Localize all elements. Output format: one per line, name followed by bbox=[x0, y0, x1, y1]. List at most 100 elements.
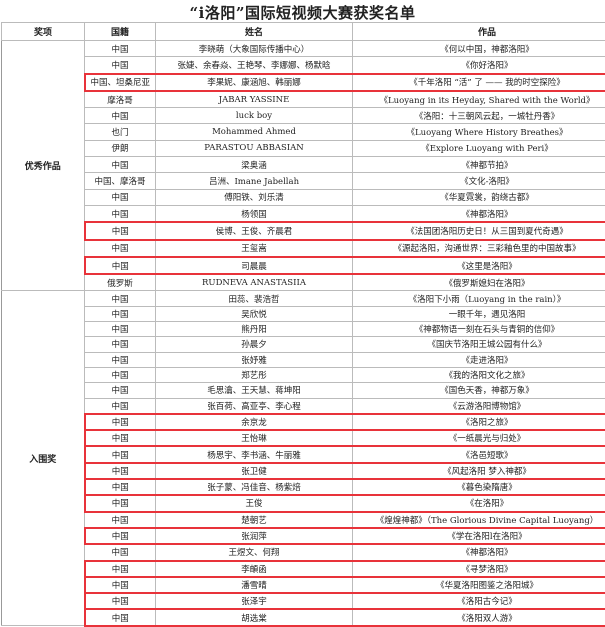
table-header: 奖项 国籍 姓名 作品 bbox=[2, 23, 605, 41]
work-cell: 《Luoyang in its Heyday, Shared with the … bbox=[353, 91, 605, 108]
header-work: 作品 bbox=[353, 23, 605, 41]
table-row: 中国、坦桑尼亚李果妮、康涵旭、韩丽娜《千年洛阳 “活” 了 —— 我的时空探险》 bbox=[2, 74, 605, 91]
nationality-cell: 中国 bbox=[85, 240, 156, 257]
work-cell: 《国庆节洛阳王城公园有什么》 bbox=[353, 337, 605, 352]
nationality-cell: 中国、摩洛哥 bbox=[85, 173, 156, 189]
nationality-cell: 中国 bbox=[85, 41, 156, 57]
nationality-cell: 中国 bbox=[85, 306, 156, 321]
table-row: 中国傅阳铁、刘乐清《华夏霓裳，韵绕古都》 bbox=[2, 189, 605, 205]
work-cell: 《华夏洛阳图鉴之洛阳城》 bbox=[353, 577, 605, 593]
nationality-cell: 中国、坦桑尼亚 bbox=[85, 74, 156, 91]
work-cell: 《一纸晨光与归处》 bbox=[353, 430, 605, 446]
work-cell: 《洛阳下小雨（Luoyang in the rain）》 bbox=[353, 291, 605, 306]
work-cell: 一眼千年，遇见洛阳 bbox=[353, 306, 605, 321]
nationality-cell: 中国 bbox=[85, 291, 156, 306]
table-row: 中国、摩洛哥吕洲、Imane Jabellah《文化-洛阳》 bbox=[2, 173, 605, 189]
table-row: 中国杨思宇、李书涵、牛丽雅《洛邑短歌》 bbox=[2, 446, 605, 462]
work-cell: 《千年洛阳 “活” 了 —— 我的时空探险》 bbox=[353, 74, 605, 91]
name-cell: 王俊 bbox=[156, 495, 353, 511]
table-row: 中国吴欣悦一眼千年，遇见洛阳 bbox=[2, 306, 605, 321]
table-row: 优秀作品中国李晓萌（大象国际传播中心）《何以中国，神都洛阳》 bbox=[2, 41, 605, 57]
work-cell: 《这里是洛阳》 bbox=[353, 257, 605, 274]
table-row: 中国楚朝艺《煌煌神都》（The Glorious Divine Capital … bbox=[2, 512, 605, 528]
table-row: 中国毛思瀹、王天慧、蒋坤阳《国色天香，神都万象》 bbox=[2, 383, 605, 398]
work-cell: 《神都节拍》 bbox=[353, 157, 605, 173]
name-cell: 司晨晨 bbox=[156, 257, 353, 274]
header-name: 姓名 bbox=[156, 23, 353, 41]
table-row: 中国郑艺彤《我的洛阳文化之旅》 bbox=[2, 367, 605, 382]
header-nationality: 国籍 bbox=[85, 23, 156, 41]
name-cell: 孙晨夕 bbox=[156, 337, 353, 352]
work-cell: 《寻梦洛阳》 bbox=[353, 561, 605, 577]
award-category: 优秀作品 bbox=[2, 41, 85, 291]
name-cell: 杨领国 bbox=[156, 205, 353, 222]
table-row: 中国张泽宇《洛阳古今记》 bbox=[2, 593, 605, 609]
name-cell: 张子蒙、冯佳音、杨紫焙 bbox=[156, 479, 353, 495]
name-cell: 毛思瀹、王天慧、蒋坤阳 bbox=[156, 383, 353, 398]
table-row: 中国孙晨夕《国庆节洛阳王城公园有什么》 bbox=[2, 337, 605, 352]
work-cell: 《你好洛阳》 bbox=[353, 57, 605, 74]
table-row: 中国张润萍《学在洛阳l在洛阳》 bbox=[2, 528, 605, 544]
nationality-cell: 伊朗 bbox=[85, 140, 156, 156]
name-cell: 李晓萌（大象国际传播中心） bbox=[156, 41, 353, 57]
work-cell: 《云游洛阳博物馆》 bbox=[353, 398, 605, 414]
name-cell: 侯博、王俊、齐晨君 bbox=[156, 222, 353, 239]
work-cell: 《何以中国，神都洛阳》 bbox=[353, 41, 605, 57]
table-row: 中国张婕、余春焱、王艳琴、李娜娜、杨默晗《你好洛阳》 bbox=[2, 57, 605, 74]
name-cell: 杨思宇、李书涵、牛丽雅 bbox=[156, 446, 353, 462]
award-category: 入围奖 bbox=[2, 291, 85, 626]
nationality-cell: 中国 bbox=[85, 414, 156, 430]
name-cell: 张卫健 bbox=[156, 463, 353, 479]
table-row: 中国熊丹阳《神都物语一刻在石头与青铜的信仰》 bbox=[2, 322, 605, 337]
name-cell: 张泽宇 bbox=[156, 593, 353, 609]
work-cell: 《俄罗斯媳妇在洛阳》 bbox=[353, 274, 605, 291]
name-cell: 梁奥涵 bbox=[156, 157, 353, 173]
work-cell: 《华夏霓裳，韵绕古都》 bbox=[353, 189, 605, 205]
table-row: 中国侯博、王俊、齐晨君《法国团洛阳历史日！从三国到夏代奇遇》 bbox=[2, 222, 605, 239]
name-cell: 吴欣悦 bbox=[156, 306, 353, 321]
work-cell: 《Explore Luoyang with Peri》 bbox=[353, 140, 605, 156]
work-cell: 《在洛阳》 bbox=[353, 495, 605, 511]
name-cell: 王怡琳 bbox=[156, 430, 353, 446]
table-row: 中国王煜文、何翔《神都洛阳》 bbox=[2, 544, 605, 560]
nationality-cell: 中国 bbox=[85, 544, 156, 560]
nationality-cell: 中国 bbox=[85, 157, 156, 173]
table-row: 中国张卫健《风起洛阳 梦入神都》 bbox=[2, 463, 605, 479]
work-cell: 《暮色染隋唐》 bbox=[353, 479, 605, 495]
name-cell: 张百荷、高亚亭、李心程 bbox=[156, 398, 353, 414]
name-cell: 王玺嵩 bbox=[156, 240, 353, 257]
name-cell: Mohammed Ahmed bbox=[156, 124, 353, 140]
table-row: 中国杨领国《神都洛阳》 bbox=[2, 205, 605, 222]
name-cell: 吕洲、Imane Jabellah bbox=[156, 173, 353, 189]
work-cell: 《神都洛阳》 bbox=[353, 205, 605, 222]
page-title: “i洛阳”国际短视频大赛获奖名单 bbox=[0, 2, 605, 23]
table-row: 入围奖中国田蕊、裴浩哲《洛阳下小雨（Luoyang in the rain）》 bbox=[2, 291, 605, 306]
work-cell: 《洛邑短歌》 bbox=[353, 446, 605, 462]
work-cell: 《我的洛阳文化之旅》 bbox=[353, 367, 605, 382]
name-cell: 李果妮、康涵旭、韩丽娜 bbox=[156, 74, 353, 91]
nationality-cell: 中国 bbox=[85, 463, 156, 479]
table-row: 中国张妤雅《走进洛阳》 bbox=[2, 352, 605, 367]
nationality-cell: 中国 bbox=[85, 383, 156, 398]
nationality-cell: 中国 bbox=[85, 561, 156, 577]
work-cell: 《神都洛阳》 bbox=[353, 544, 605, 560]
work-cell: 《法国团洛阳历史日！从三国到夏代奇遇》 bbox=[353, 222, 605, 239]
work-cell: 《文化-洛阳》 bbox=[353, 173, 605, 189]
nationality-cell: 摩洛哥 bbox=[85, 91, 156, 108]
name-cell: 王煜文、何翔 bbox=[156, 544, 353, 560]
table-row: 中国胡选棠《洛阳双人游》 bbox=[2, 609, 605, 625]
nationality-cell: 中国 bbox=[85, 189, 156, 205]
nationality-cell: 中国 bbox=[85, 322, 156, 337]
table-row: 中国潘雪晴《华夏洛阳图鉴之洛阳城》 bbox=[2, 577, 605, 593]
name-cell: luck boy bbox=[156, 108, 353, 124]
work-cell: 《洛阳古今记》 bbox=[353, 593, 605, 609]
work-cell: 《源起洛阳，沟通世界：三彩釉色里的中国故事》 bbox=[353, 240, 605, 257]
work-cell: 《洛阳之旅》 bbox=[353, 414, 605, 430]
table-row: 中国司晨晨《这里是洛阳》 bbox=[2, 257, 605, 274]
table-row: 中国余京龙《洛阳之旅》 bbox=[2, 414, 605, 430]
work-cell: 《风起洛阳 梦入神都》 bbox=[353, 463, 605, 479]
name-cell: JABAR YASSINE bbox=[156, 91, 353, 108]
